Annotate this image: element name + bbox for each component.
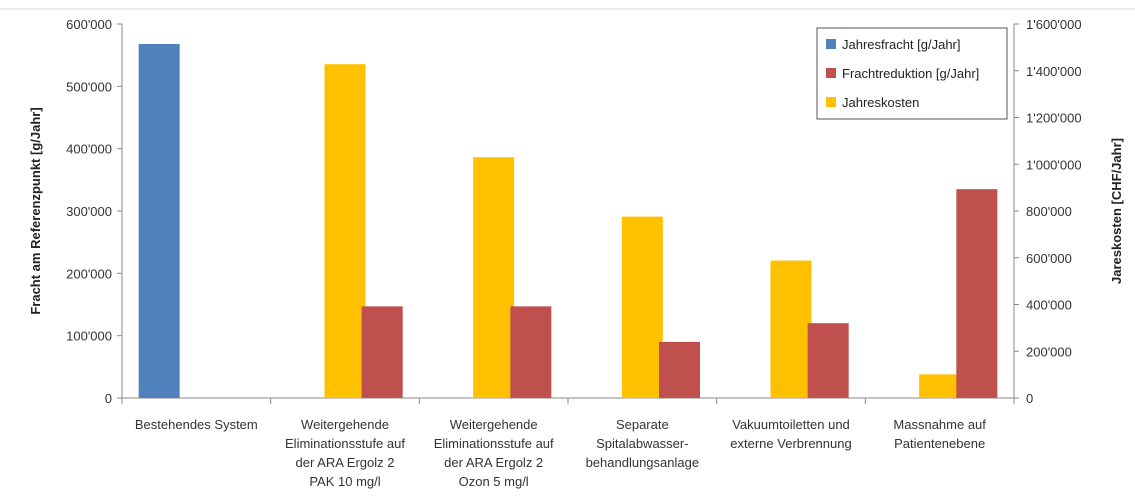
y-tick-label: 600'000 bbox=[66, 17, 112, 32]
y-tick-label: 0 bbox=[105, 391, 112, 406]
x-tick-label: Vakuumtoiletten und bbox=[732, 417, 850, 432]
x-tick-label: behandlungsanlage bbox=[586, 455, 700, 470]
bar-frachtreduktion bbox=[807, 323, 849, 398]
x-tick-label: Bestehendes System bbox=[135, 417, 258, 432]
x-tick-label: der ARA Ergolz 2 bbox=[444, 455, 543, 470]
y2-tick-label: 400'000 bbox=[1026, 298, 1072, 313]
y-axis-title: Fracht am Referenzpunkt [g/Jahr] bbox=[28, 107, 43, 314]
bar-jahreskosten bbox=[621, 216, 663, 398]
legend-swatch bbox=[826, 97, 836, 107]
x-tick-label: Massnahme auf bbox=[893, 417, 986, 432]
x-tick-label: Weitergehende bbox=[450, 417, 538, 432]
y-tick-label: 500'000 bbox=[66, 79, 112, 94]
bar-frachtreduktion bbox=[659, 341, 700, 398]
x-tick-label: Weitergehende bbox=[301, 417, 389, 432]
x-tick-label: externe Verbrennung bbox=[730, 436, 851, 451]
y2-axis-title: Jareskosten [CHF/Jahr] bbox=[1109, 138, 1124, 284]
x-tick-label: PAK 10 mg/l bbox=[309, 474, 380, 489]
x-tick-label: Ozon 5 mg/l bbox=[459, 474, 529, 489]
legend-label: Frachtreduktion [g/Jahr] bbox=[842, 66, 979, 81]
bar-frachtreduktion bbox=[510, 306, 552, 398]
bar-jahreskosten bbox=[473, 157, 515, 398]
y2-tick-label: 1'200'000 bbox=[1026, 111, 1082, 126]
legend-swatch bbox=[826, 68, 836, 78]
x-tick-label: der ARA Ergolz 2 bbox=[296, 455, 395, 470]
x-tick-label: Patientenebene bbox=[894, 436, 985, 451]
y2-tick-label: 200'000 bbox=[1026, 344, 1072, 359]
y2-tick-label: 600'000 bbox=[1026, 251, 1072, 266]
x-tick-label: Eliminationsstufe auf bbox=[434, 436, 554, 451]
bar-frachtreduktion bbox=[956, 189, 998, 398]
y2-tick-label: 0 bbox=[1026, 391, 1033, 406]
y2-tick-label: 800'000 bbox=[1026, 204, 1072, 219]
y-tick-label: 400'000 bbox=[66, 142, 112, 157]
bar-jahreskosten bbox=[324, 64, 366, 398]
x-tick-label: Eliminationsstufe auf bbox=[285, 436, 405, 451]
bar-jahreskosten bbox=[919, 374, 961, 398]
y-tick-label: 300'000 bbox=[66, 204, 112, 219]
bar-frachtreduktion bbox=[361, 306, 403, 398]
y2-tick-label: 1'000'000 bbox=[1026, 157, 1082, 172]
y2-tick-label: 1'600'000 bbox=[1026, 17, 1082, 32]
y-tick-label: 200'000 bbox=[66, 266, 112, 281]
x-tick-label: Separate bbox=[616, 417, 669, 432]
bar-jahreskosten bbox=[770, 260, 812, 398]
y2-tick-label: 1'400'000 bbox=[1026, 64, 1082, 79]
plot-area: 0 100'000 200'000 300'000 400'000 500'000 600'… bbox=[66, 17, 1081, 489]
legend: Jahresfracht [g/Jahr] Frachtreduktion [g/… bbox=[816, 27, 1008, 120]
legend-label: Jahresfracht [g/Jahr] bbox=[842, 37, 961, 52]
y-tick-label: 100'000 bbox=[66, 329, 112, 344]
legend-swatch bbox=[826, 39, 836, 49]
bar-jahresfracht bbox=[138, 43, 180, 399]
legend-frame bbox=[816, 27, 1008, 120]
x-tick-label: Spitalabwasser- bbox=[596, 436, 689, 451]
legend-label: Jahreskosten bbox=[842, 95, 919, 110]
